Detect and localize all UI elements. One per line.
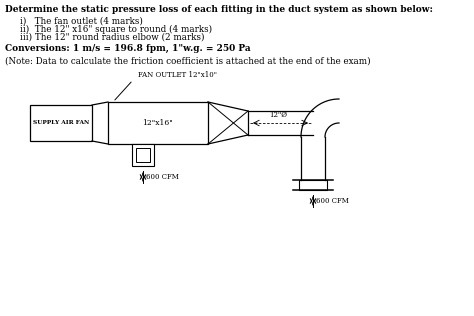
- Bar: [30, 105, 92, 141]
- Bar: [108, 102, 208, 144]
- Text: i)   The fan outlet (4 marks): i) The fan outlet (4 marks): [20, 17, 143, 26]
- Text: iii) The 12" round radius elbow (2 marks): iii) The 12" round radius elbow (2 marks…: [20, 33, 204, 42]
- Text: (Note: Data to calculate the friction coefficient is attached at the end of the : (Note: Data to calculate the friction co…: [5, 57, 371, 66]
- Text: Determine the static pressure loss of each fitting in the duct system as shown b: Determine the static pressure loss of ea…: [5, 5, 433, 14]
- Text: Conversions: 1 m/s = 196.8 fpm, 1"w.g. = 250 Pa: Conversions: 1 m/s = 196.8 fpm, 1"w.g. =…: [5, 44, 251, 53]
- Text: SUPPLY AIR FAN: SUPPLY AIR FAN: [33, 120, 89, 125]
- Bar: [136, 148, 150, 162]
- Text: 600 CFM: 600 CFM: [146, 173, 179, 181]
- Text: ii)  The 12" x16" square to round (4 marks): ii) The 12" x16" square to round (4 mark…: [20, 25, 212, 34]
- Text: 12"Ø: 12"Ø: [269, 111, 287, 119]
- Text: 600 CFM: 600 CFM: [316, 197, 349, 205]
- Text: FAN OUTLET 12"x10": FAN OUTLET 12"x10": [138, 71, 217, 79]
- Bar: [132, 144, 154, 166]
- Bar: [299, 180, 327, 190]
- Text: 12"x16": 12"x16": [143, 119, 173, 127]
